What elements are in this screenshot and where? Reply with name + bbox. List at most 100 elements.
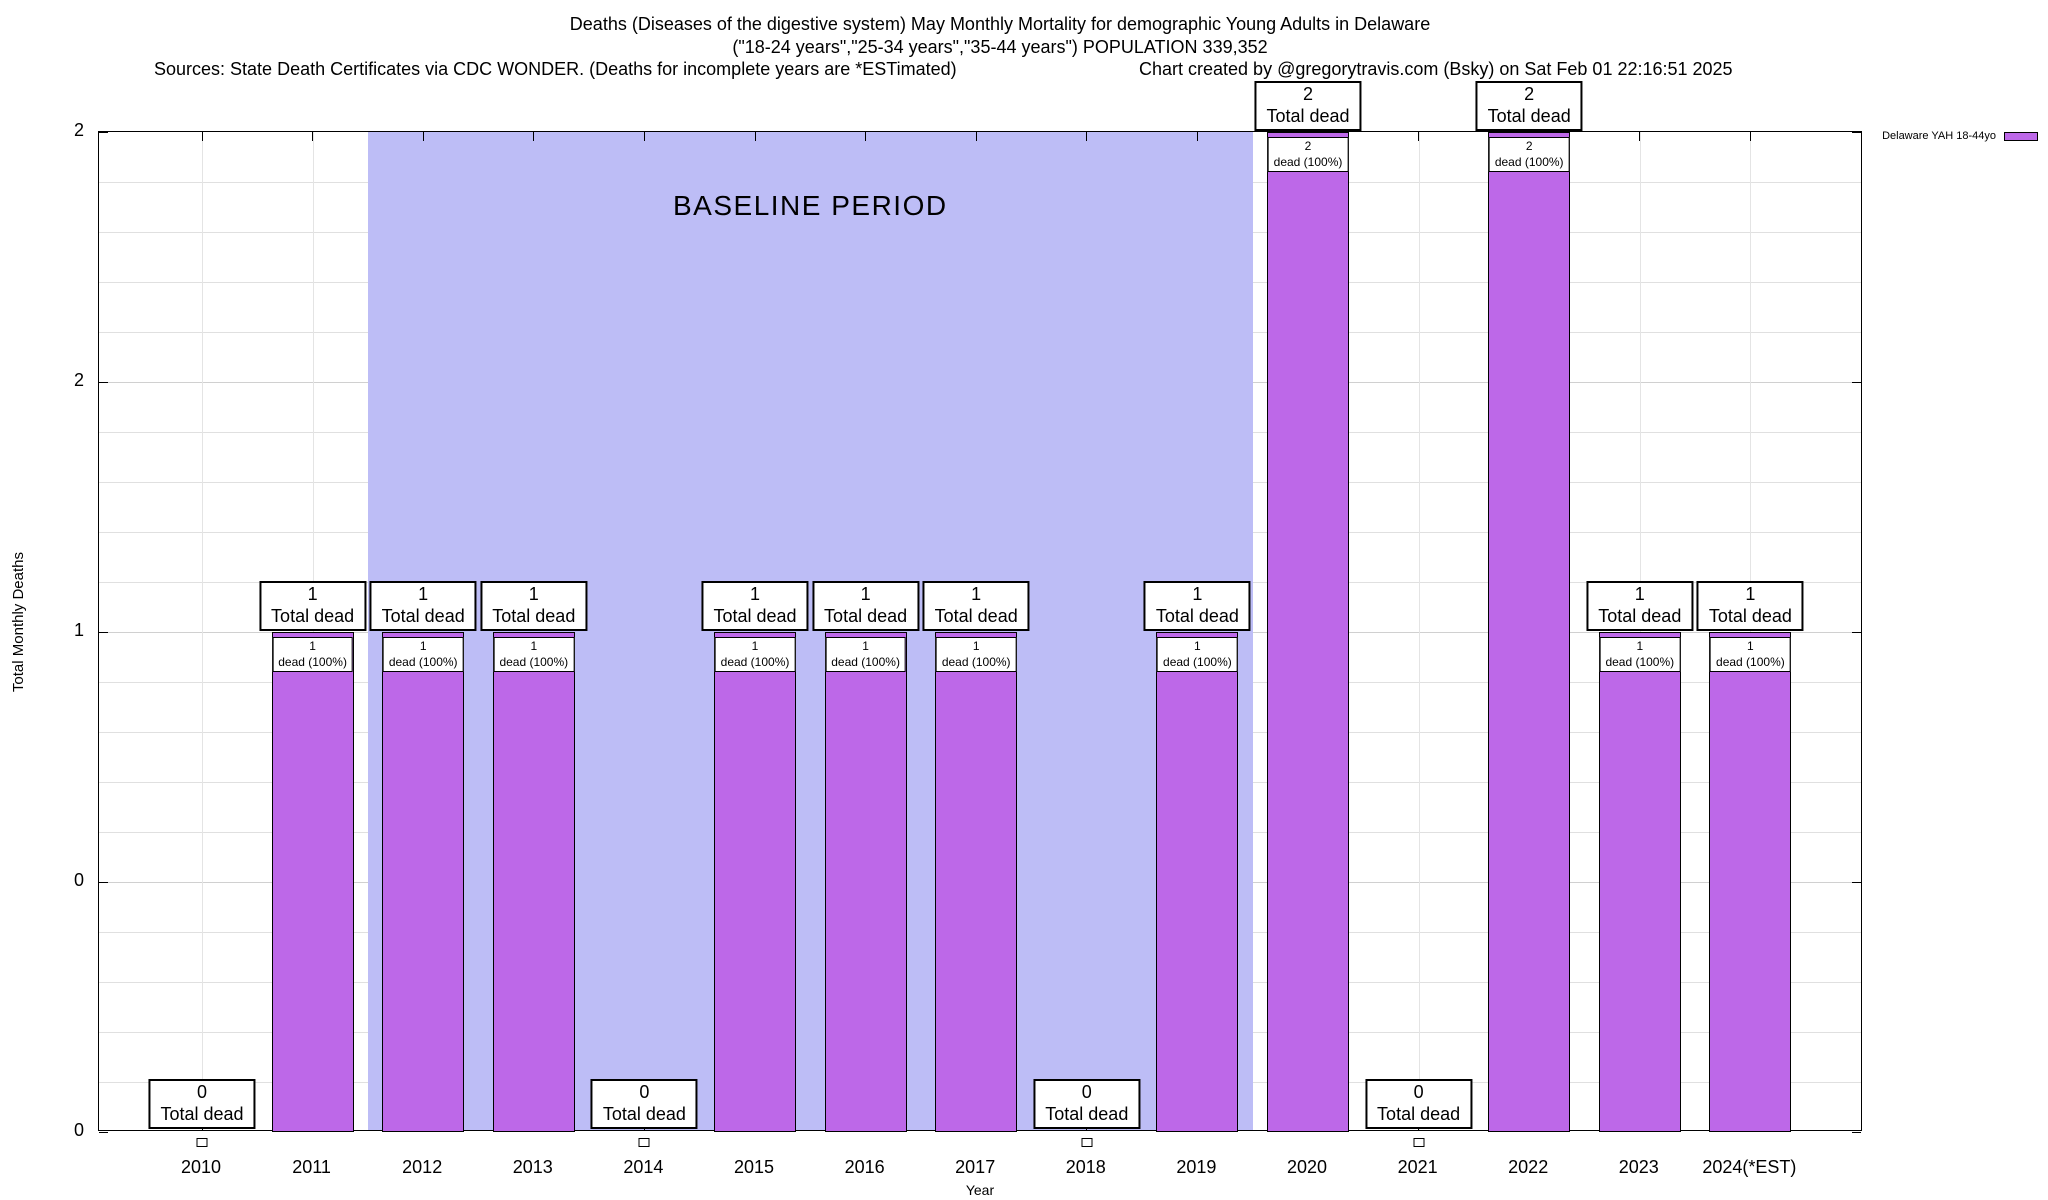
plot-area: BASELINE PERIOD 0 Total dead 1 Total dead 1 de… <box>98 81 1862 1147</box>
total-dead-value: 2 <box>1524 84 1535 104</box>
x-tick-label-2021: 2021 <box>1397 1157 1438 1177</box>
x-tick-label-2015: 2015 <box>733 1157 775 1177</box>
dead-pct-label-2011: 1 dead (100%) <box>272 637 353 673</box>
total-dead-label-2010: 0 Total dead <box>148 1079 256 1129</box>
bar-2017 <box>935 632 1018 1132</box>
legend: Delaware YAH 18-44yo <box>1882 130 2038 142</box>
x-tick-mark <box>1639 132 1641 141</box>
v-gridline <box>1418 132 1420 1130</box>
dead-pct-text: dead (100%) <box>831 654 900 669</box>
x-tick-mark <box>312 132 314 141</box>
y-tick-mark <box>1852 881 1861 883</box>
source-note: Sources: State Death Certificates via CD… <box>154 59 957 79</box>
dead-pct-text: dead (100%) <box>499 654 569 669</box>
x-tick-mark <box>1749 132 1751 141</box>
total-dead-text: Total dead <box>492 605 576 626</box>
bar-2020 <box>1267 132 1349 1132</box>
dead-pct-text: dead (100%) <box>1716 654 1785 669</box>
bar-2024(*EST) <box>1709 632 1792 1132</box>
y-tick-label: 0 <box>73 870 84 890</box>
total-dead-text: Total dead <box>381 605 465 626</box>
total-dead-text: Total dead <box>1377 1103 1461 1124</box>
zero-marker-2014 <box>638 1138 650 1147</box>
total-dead-text: Total dead <box>1266 105 1350 126</box>
baseline-period-label: BASELINE PERIOD <box>673 190 948 221</box>
x-tick-mark <box>1418 132 1420 141</box>
bar-2013 <box>492 632 575 1132</box>
dead-pct-value: 2 <box>1525 139 1533 153</box>
y-tick-mark <box>99 131 108 133</box>
dead-pct-value: 1 <box>419 639 427 653</box>
total-dead-label-2024(*EST): 1 Total dead <box>1696 581 1804 631</box>
total-dead-label-2015: 1 Total dead <box>701 581 809 631</box>
total-dead-text: Total dead <box>713 605 797 626</box>
total-dead-label-2019: 1 Total dead <box>1143 581 1251 631</box>
total-dead-value: 1 <box>860 584 871 604</box>
dead-pct-value: 1 <box>1747 639 1754 653</box>
bar-2012 <box>382 632 465 1132</box>
y-tick-mark <box>1852 131 1861 133</box>
bar-2016 <box>824 632 907 1132</box>
dead-pct-text: dead (100%) <box>720 654 790 669</box>
total-dead-value: 0 <box>1081 1082 1092 1102</box>
x-tick-mark <box>1196 132 1198 141</box>
y-tick-mark <box>99 1131 108 1133</box>
bar-2015 <box>714 632 796 1132</box>
v-gridline <box>312 132 314 1130</box>
x-tick-mark <box>643 132 645 141</box>
dead-pct-value: 1 <box>309 639 316 653</box>
dead-pct-label-2016: 1 dead (100%) <box>825 637 906 673</box>
x-tick-label-2019: 2019 <box>1176 1157 1217 1177</box>
v-gridline <box>1750 132 1752 1130</box>
v-gridline <box>1639 132 1641 1130</box>
total-dead-value: 2 <box>1302 84 1314 104</box>
x-tick-mark <box>975 132 977 141</box>
dead-pct-text: dead (100%) <box>941 654 1011 669</box>
dead-pct-text: dead (100%) <box>1163 654 1232 669</box>
zero-marker-2018 <box>1081 1138 1093 1147</box>
x-tick-label-2024(*EST): 2024(*EST) <box>1702 1157 1797 1177</box>
y-tick-mark <box>99 881 108 883</box>
credit-note: Chart created by @gregorytravis.com (Bsk… <box>1139 59 1733 79</box>
total-dead-value: 0 <box>1413 1082 1424 1102</box>
dead-pct-label-2012: 1 dead (100%) <box>382 637 464 673</box>
total-dead-value: 1 <box>1634 584 1645 604</box>
total-dead-text: Total dead <box>1598 605 1682 626</box>
bar-2011 <box>271 632 354 1132</box>
x-tick-label-2018: 2018 <box>1065 1157 1106 1177</box>
total-dead-value: 1 <box>971 584 982 604</box>
total-dead-label-2023: 1 Total dead <box>1586 581 1694 631</box>
x-tick-mark <box>201 132 203 141</box>
total-dead-text: Total dead <box>824 605 908 626</box>
x-tick-mark <box>422 132 424 141</box>
chart-subtitle: ("18-24 years","25-34 years","35-44 year… <box>732 37 1268 57</box>
legend-label: Delaware YAH 18-44yo <box>1882 130 1996 142</box>
dead-pct-value: 1 <box>1194 639 1201 653</box>
chart-title: Deaths (Diseases of the digestive system… <box>569 14 1431 34</box>
x-tick-mark <box>865 132 867 141</box>
bar-2019 <box>1156 632 1239 1132</box>
total-dead-value: 1 <box>528 584 539 604</box>
dead-pct-text: dead (100%) <box>1494 154 1564 169</box>
y-tick-mark <box>99 381 108 383</box>
bar-2023 <box>1598 632 1681 1132</box>
x-axis-title: Year <box>965 1182 995 1198</box>
zero-marker-2021 <box>1413 1138 1425 1147</box>
total-dead-label-2011: 1 Total dead <box>259 581 367 631</box>
total-dead-label-2021: 0 Total dead <box>1365 1079 1473 1129</box>
dead-pct-value: 1 <box>530 639 538 653</box>
total-dead-label-2022: 2 Total dead <box>1475 81 1583 131</box>
total-dead-value: 0 <box>639 1082 650 1102</box>
dead-pct-text: dead (100%) <box>1273 154 1343 169</box>
y-axis-title: Total Monthly Deaths <box>10 552 27 693</box>
total-dead-label-2017: 1 Total dead <box>922 581 1030 631</box>
dead-pct-text: dead (100%) <box>1605 654 1675 669</box>
total-dead-text: Total dead <box>602 1103 686 1124</box>
total-dead-value: 1 <box>749 584 761 604</box>
x-tick-label-2012: 2012 <box>402 1157 443 1177</box>
y-tick-mark <box>1852 381 1861 383</box>
y-tick-mark <box>1852 631 1861 633</box>
total-dead-label-2020: 2 Total dead <box>1254 81 1362 131</box>
y-tick-label: 2 <box>73 120 84 140</box>
